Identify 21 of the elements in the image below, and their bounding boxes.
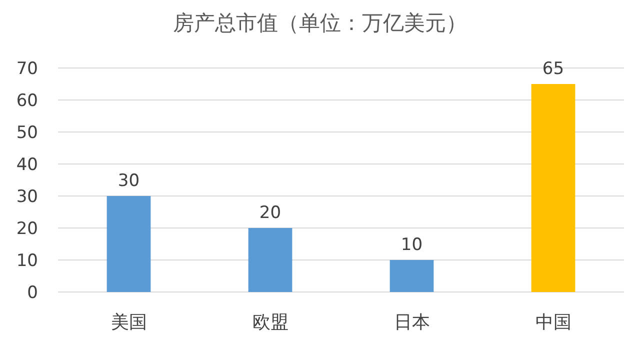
x-tick-label: 日本 (394, 312, 430, 333)
y-tick-label: 10 (16, 251, 38, 271)
x-tick-label: 中国 (535, 312, 572, 333)
bar (248, 228, 292, 292)
x-tick-label: 美国 (110, 312, 147, 333)
bar (531, 84, 576, 292)
data-label: 65 (542, 59, 564, 79)
bar (106, 196, 151, 292)
data-label: 20 (259, 203, 282, 223)
y-tick-label: 70 (16, 59, 38, 79)
data-label: 30 (118, 171, 140, 191)
bar (390, 260, 434, 292)
y-tick-label: 50 (16, 123, 38, 143)
y-tick-label: 0 (27, 283, 38, 303)
y-tick-label: 20 (16, 219, 38, 239)
chart-title: 房产总市值（单位：万亿美元） (173, 11, 467, 35)
y-tick-label: 30 (16, 187, 38, 207)
y-tick-label: 40 (16, 155, 38, 175)
data-label: 10 (400, 235, 423, 255)
x-tick-label: 欧盟 (252, 312, 288, 333)
y-tick-label: 60 (16, 91, 38, 111)
